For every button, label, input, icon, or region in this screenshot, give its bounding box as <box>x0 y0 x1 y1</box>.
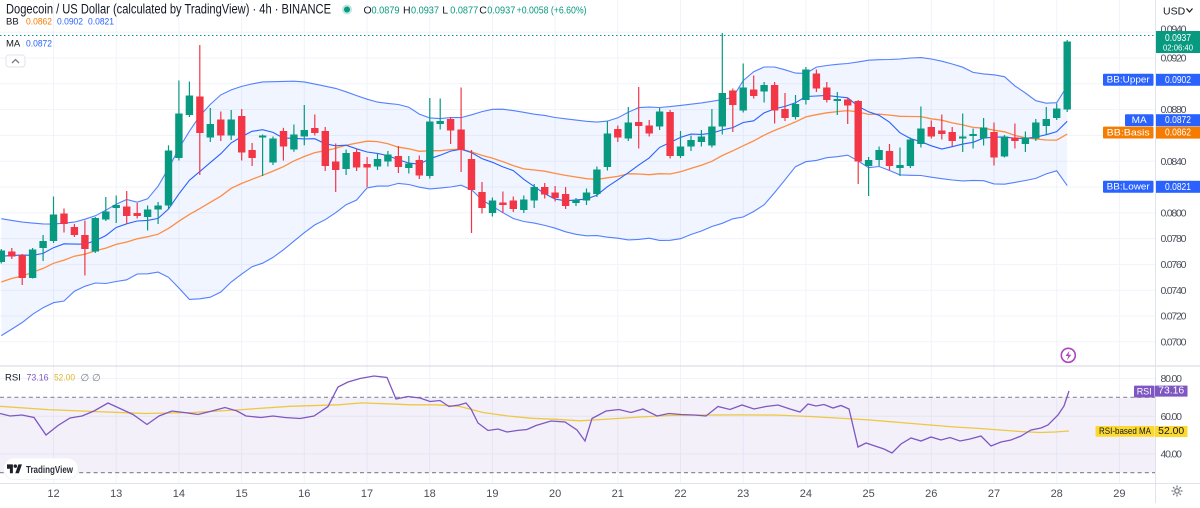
svg-text:RSI: RSI <box>1137 387 1152 398</box>
svg-text:0.0800: 0.0800 <box>1161 207 1187 219</box>
svg-text:0.0840: 0.0840 <box>1161 156 1187 168</box>
svg-text:0.0902: 0.0902 <box>1165 75 1191 86</box>
svg-text:0.0700: 0.0700 <box>1161 336 1187 348</box>
svg-text:BB:Upper: BB:Upper <box>1107 75 1150 86</box>
svg-text:0.0880: 0.0880 <box>1161 104 1187 116</box>
svg-text:02:06:40: 02:06:40 <box>1163 43 1193 53</box>
svg-text:BB:Basis: BB:Basis <box>1107 128 1150 139</box>
svg-text:27: 27 <box>988 488 1000 500</box>
svg-text:RSI-based MA: RSI-based MA <box>1099 426 1152 437</box>
svg-text:MA: MA <box>1132 115 1148 126</box>
svg-text:0.0821: 0.0821 <box>1165 182 1191 193</box>
svg-text:0.0821: 0.0821 <box>88 17 114 28</box>
svg-text:0.0872: 0.0872 <box>1165 115 1191 126</box>
svg-text:52.00: 52.00 <box>54 372 75 383</box>
svg-text:0.0720: 0.0720 <box>1161 311 1187 323</box>
svg-text:0.0740: 0.0740 <box>1161 285 1187 297</box>
svg-text:BB: BB <box>6 17 19 28</box>
svg-text:H: H <box>403 4 411 16</box>
svg-text:USD: USD <box>1163 6 1186 18</box>
svg-text:RSI: RSI <box>5 372 21 383</box>
svg-text:0.0760: 0.0760 <box>1161 259 1187 271</box>
svg-text:+0.0058 (+6.60%): +0.0058 (+6.60%) <box>517 4 587 16</box>
svg-text:0.0872: 0.0872 <box>26 39 52 50</box>
svg-text:L: L <box>442 4 448 16</box>
svg-text:20: 20 <box>549 488 561 500</box>
svg-text:60.00: 60.00 <box>1161 411 1183 423</box>
svg-text:0.0780: 0.0780 <box>1161 233 1187 245</box>
svg-text:0.0879: 0.0879 <box>372 4 400 16</box>
svg-text:24: 24 <box>800 488 812 500</box>
svg-text:12: 12 <box>47 488 59 500</box>
svg-text:Dogecoin / US Dollar (calculat: Dogecoin / US Dollar (calculated by Trad… <box>6 1 331 16</box>
svg-text:0.0920: 0.0920 <box>1161 53 1187 65</box>
svg-text:73.16: 73.16 <box>1158 386 1184 397</box>
svg-text:0.0937: 0.0937 <box>1165 33 1191 44</box>
svg-text:40.00: 40.00 <box>1161 449 1183 461</box>
svg-text:14: 14 <box>173 488 185 500</box>
svg-text:O: O <box>364 4 372 16</box>
svg-text:15: 15 <box>235 488 247 500</box>
svg-text:∅ ∅: ∅ ∅ <box>81 373 101 384</box>
svg-text:23: 23 <box>737 488 749 500</box>
svg-text:26: 26 <box>925 488 937 500</box>
svg-text:17: 17 <box>361 488 373 500</box>
svg-text:29: 29 <box>1113 488 1125 500</box>
svg-text:52.00: 52.00 <box>1158 426 1184 437</box>
svg-text:13: 13 <box>110 488 122 500</box>
svg-text:19: 19 <box>486 488 498 500</box>
svg-text:21: 21 <box>612 488 624 500</box>
svg-text:0.0937: 0.0937 <box>487 4 515 16</box>
svg-text:0.0877: 0.0877 <box>450 4 478 16</box>
svg-text:0.0862: 0.0862 <box>1165 128 1191 139</box>
svg-text:BB:Lower: BB:Lower <box>1107 182 1150 193</box>
svg-text:0.0902: 0.0902 <box>57 17 83 28</box>
svg-text:73.16: 73.16 <box>27 372 49 383</box>
svg-text:25: 25 <box>862 488 874 500</box>
svg-text:C: C <box>479 4 487 16</box>
svg-text:16: 16 <box>298 488 310 500</box>
svg-text:0.0862: 0.0862 <box>26 17 52 28</box>
svg-text:22: 22 <box>674 488 686 500</box>
svg-text:18: 18 <box>424 488 436 500</box>
svg-text:0.0937: 0.0937 <box>411 4 439 16</box>
svg-text:80.00: 80.00 <box>1161 373 1183 385</box>
svg-text:28: 28 <box>1051 488 1063 500</box>
svg-text:MA: MA <box>6 39 21 50</box>
svg-text:TradingView: TradingView <box>26 464 74 476</box>
